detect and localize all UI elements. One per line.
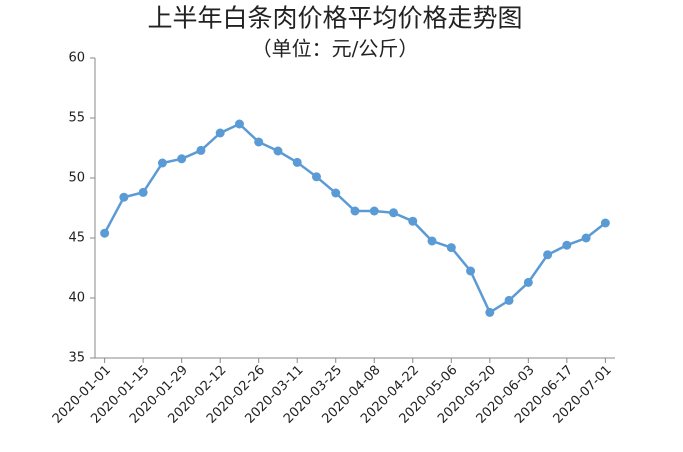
point: [466, 266, 476, 276]
point: [485, 307, 495, 317]
y-tick-label: 35: [68, 351, 85, 366]
point: [581, 233, 591, 243]
point: [600, 218, 610, 228]
point: [331, 188, 341, 198]
chart-subtitle: （单位：元/公斤）: [252, 37, 419, 61]
point: [177, 154, 187, 164]
point: [196, 145, 206, 155]
point: [138, 187, 148, 197]
point: [215, 128, 225, 138]
point: [523, 277, 533, 287]
point: [254, 137, 264, 147]
point: [292, 157, 302, 167]
y-tick-label: 40: [68, 291, 85, 306]
point: [157, 158, 167, 168]
point: [273, 146, 283, 156]
point: [100, 228, 110, 238]
point: [350, 206, 360, 216]
point: [389, 208, 399, 218]
point: [369, 206, 379, 216]
chart-title: 上半年白条肉价格平均价格走势图: [147, 4, 522, 33]
y-tick-label: 55: [68, 111, 85, 126]
point: [311, 172, 321, 182]
y-tick-label: 45: [68, 231, 85, 246]
point: [427, 236, 437, 246]
point: [504, 295, 514, 305]
point: [543, 250, 553, 260]
point: [119, 192, 129, 202]
point: [446, 243, 456, 253]
point: [408, 216, 418, 226]
point: [562, 240, 572, 250]
y-tick-label: 60: [68, 51, 85, 66]
y-tick-label: 50: [68, 171, 85, 186]
point: [234, 119, 244, 129]
